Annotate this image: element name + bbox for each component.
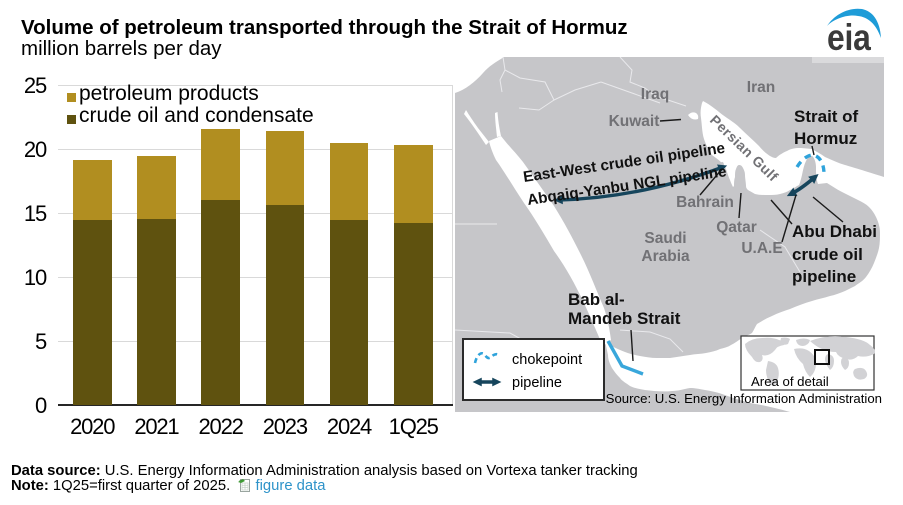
svg-text:Saudi: Saudi bbox=[644, 230, 686, 247]
svg-text:Bahrain: Bahrain bbox=[676, 194, 734, 211]
svg-text:U.A.E: U.A.E bbox=[741, 240, 782, 257]
svg-text:Iran: Iran bbox=[747, 79, 775, 96]
svg-text:pipeline: pipeline bbox=[512, 375, 562, 391]
svg-text:Arabia: Arabia bbox=[641, 248, 690, 265]
svg-text:eia: eia bbox=[827, 18, 872, 56]
svg-text:Hormuz: Hormuz bbox=[794, 129, 857, 148]
svg-text:Bab al-: Bab al- bbox=[568, 290, 625, 309]
svg-text:Area of detail: Area of detail bbox=[751, 374, 829, 389]
svg-text:Kuwait: Kuwait bbox=[609, 113, 660, 130]
svg-text:Source: U.S. Energy Informatio: Source: U.S. Energy Information Administ… bbox=[606, 391, 882, 406]
svg-text:Mandeb Strait: Mandeb Strait bbox=[568, 309, 681, 328]
svg-text:Qatar: Qatar bbox=[716, 219, 757, 236]
svg-text:chokepoint: chokepoint bbox=[512, 352, 582, 368]
svg-text:pipeline: pipeline bbox=[792, 267, 856, 286]
svg-text:Abu Dhabi: Abu Dhabi bbox=[792, 222, 877, 241]
svg-text:Iraq: Iraq bbox=[641, 86, 669, 103]
svg-text:crude oil: crude oil bbox=[792, 245, 863, 264]
svg-text:Strait of: Strait of bbox=[794, 107, 859, 126]
